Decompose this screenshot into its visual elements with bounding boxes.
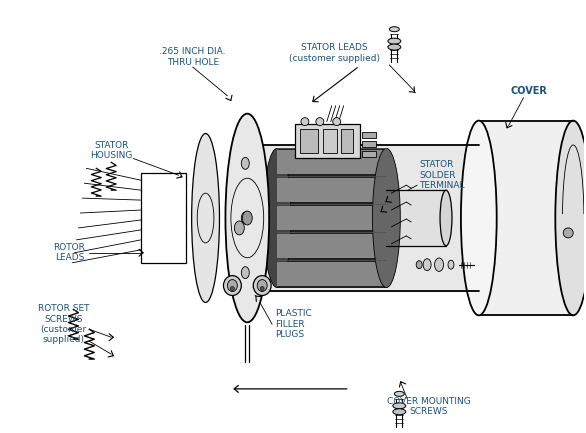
Ellipse shape [556, 121, 586, 315]
Ellipse shape [241, 212, 249, 224]
Ellipse shape [461, 121, 497, 315]
Bar [277, 234, 386, 258]
Ellipse shape [263, 149, 291, 288]
Text: STATOR LEADS
(customer supplied): STATOR LEADS (customer supplied) [289, 43, 380, 63]
Polygon shape [247, 145, 479, 291]
Text: ROTOR
LEADS: ROTOR LEADS [53, 243, 86, 262]
Polygon shape [479, 121, 573, 315]
Bar [277, 206, 386, 230]
Ellipse shape [243, 211, 252, 225]
Ellipse shape [241, 157, 249, 169]
Polygon shape [386, 190, 446, 246]
Ellipse shape [394, 391, 404, 396]
Ellipse shape [389, 27, 399, 32]
Bar [277, 150, 386, 174]
Text: PLASTIC
FILLER
PLUGS: PLASTIC FILLER PLUGS [275, 310, 312, 339]
Bar [277, 149, 386, 288]
Bar [362, 142, 376, 148]
Bar [277, 178, 386, 202]
Ellipse shape [416, 261, 422, 268]
Ellipse shape [192, 133, 220, 302]
Text: ROTOR SET
SCREWS
(customer
supplied): ROTOR SET SCREWS (customer supplied) [38, 304, 89, 344]
Text: STATOR
HOUSING: STATOR HOUSING [90, 141, 132, 160]
Ellipse shape [373, 149, 400, 288]
Text: COVER MOUNTING
SCREWS: COVER MOUNTING SCREWS [387, 397, 471, 417]
Bar [295, 123, 360, 158]
Circle shape [230, 287, 234, 291]
Ellipse shape [448, 260, 454, 269]
Bar [300, 129, 318, 153]
Ellipse shape [393, 403, 406, 409]
Ellipse shape [227, 280, 237, 291]
Bar [340, 129, 353, 153]
Ellipse shape [234, 221, 244, 235]
Text: COVER: COVER [510, 86, 547, 96]
Ellipse shape [253, 276, 271, 295]
Bar [323, 129, 337, 153]
Bar [277, 262, 386, 285]
Ellipse shape [388, 44, 401, 50]
Ellipse shape [388, 38, 401, 44]
Bar [141, 173, 186, 263]
Ellipse shape [226, 114, 269, 322]
Text: .265 INCH DIA.
THRU HOLE: .265 INCH DIA. THRU HOLE [159, 47, 226, 67]
Ellipse shape [423, 259, 431, 271]
Ellipse shape [435, 258, 444, 271]
Ellipse shape [393, 409, 406, 415]
Bar [362, 152, 376, 157]
Ellipse shape [223, 276, 241, 295]
Ellipse shape [316, 118, 324, 126]
Ellipse shape [257, 280, 267, 291]
Circle shape [563, 228, 573, 238]
Ellipse shape [241, 267, 249, 278]
Ellipse shape [333, 118, 340, 126]
Ellipse shape [301, 118, 309, 126]
Ellipse shape [440, 190, 452, 246]
Text: STATOR
SOLDER
TERMINAL: STATOR SOLDER TERMINAL [419, 160, 465, 190]
Circle shape [260, 287, 264, 291]
Bar [362, 132, 376, 138]
